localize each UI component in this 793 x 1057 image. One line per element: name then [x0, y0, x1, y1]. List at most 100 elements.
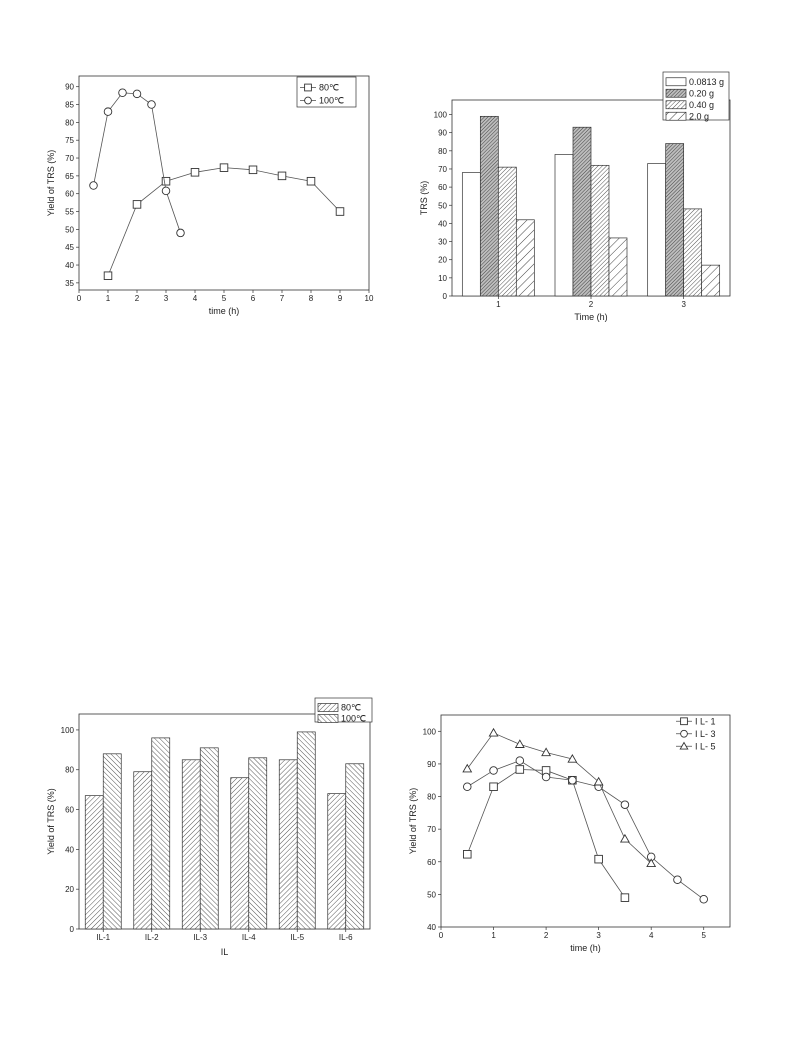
plot-frame: [78, 75, 370, 291]
data-point: [593, 776, 604, 786]
data-point: [620, 893, 630, 902]
y-tick-label: 50: [65, 225, 74, 234]
x-tick-label: IL-4: [242, 933, 256, 942]
x-tick-label: 1: [496, 300, 501, 309]
y-tick-label: 50: [427, 890, 436, 899]
x-tick-label: IL-5: [290, 933, 304, 942]
y-tick-label: 60: [65, 806, 74, 815]
bar: [102, 753, 122, 930]
y-tick-label: 80: [65, 766, 74, 775]
x-tick-label: 3: [681, 300, 686, 309]
y-tick-label: 100: [423, 727, 437, 736]
x-axis-label: time (h): [570, 943, 601, 953]
legend-marker: [679, 741, 689, 750]
bar: [133, 771, 153, 930]
legend-label: I L- 1: [695, 716, 716, 726]
x-tick-label: 0: [77, 294, 82, 303]
data-point: [306, 176, 316, 186]
legend-swatch: [665, 88, 687, 98]
bar: [647, 163, 667, 297]
data-point: [489, 766, 498, 775]
bar: [84, 795, 104, 930]
legend-marker: [680, 729, 688, 738]
legend-label: 0.20 g: [689, 88, 714, 98]
y-tick-label: 40: [427, 923, 436, 932]
legend-label: 2.0 g: [689, 111, 709, 121]
y-tick-label: 10: [438, 274, 447, 283]
bar: [590, 164, 610, 297]
chart-3: 0 20 40 60 80 100 Yield of TRS (%) IL-1 IL-2 IL-3…: [46, 697, 373, 957]
data-point: [89, 181, 98, 190]
x-tick-label: 1: [106, 294, 111, 303]
data-point: [463, 850, 472, 859]
data-point: [568, 775, 577, 785]
bar: [515, 219, 535, 297]
x-tick-label: IL-2: [145, 933, 159, 942]
y-tick-label: 35: [65, 279, 74, 288]
data-point: [619, 833, 630, 843]
bar: [278, 759, 298, 930]
y-tick-label: 20: [65, 885, 74, 894]
x-tick-label: 6: [251, 294, 256, 303]
bar: [554, 154, 574, 297]
legend-marker: [680, 717, 688, 726]
bar: [701, 264, 721, 297]
bar: [461, 172, 481, 297]
y-tick-label: 70: [438, 165, 447, 174]
bar: [683, 208, 703, 297]
x-tick-label: IL-6: [339, 933, 353, 942]
bar: [479, 115, 499, 297]
legend-label: 80℃: [341, 703, 361, 713]
y-tick-label: 0: [70, 925, 75, 934]
data-point: [673, 875, 682, 884]
y-tick-label: 20: [438, 256, 447, 265]
legend-swatch: [665, 77, 687, 87]
data-point: [515, 756, 525, 765]
data-point: [541, 747, 552, 757]
bar: [665, 143, 685, 297]
y-tick-label: 100: [61, 726, 75, 735]
data-point: [219, 163, 229, 172]
data-point: [489, 782, 498, 792]
data-point: [277, 171, 287, 181]
bar: [230, 777, 250, 930]
y-tick-label: 40: [65, 845, 74, 854]
x-tick-label: 4: [649, 931, 654, 940]
data-point: [132, 200, 142, 209]
series-line-3: [466, 732, 652, 864]
legend: 0.0813 g0.20 g 0.40 g2.0 g: [662, 71, 730, 121]
y-tick-label: 90: [65, 83, 74, 92]
legend-swatch: [665, 100, 687, 110]
x-axis-label: IL: [221, 947, 229, 957]
x-tick-label: 7: [280, 294, 285, 303]
legend-swatch: [317, 714, 339, 723]
bar: [572, 126, 592, 297]
data-point: [103, 271, 113, 280]
legend-label: 0.40 g: [689, 100, 714, 110]
data-point: [567, 753, 578, 763]
data-point: [161, 176, 171, 186]
legend-label: 0.0813 g: [689, 77, 724, 87]
bar: [327, 793, 347, 930]
data-point: [699, 895, 708, 904]
data-point: [335, 207, 345, 216]
data-point: [620, 800, 630, 809]
legend-label: 100℃: [319, 96, 344, 106]
bar: [608, 237, 628, 297]
data-point: [118, 88, 127, 98]
x-tick-label: 2: [544, 931, 549, 940]
y-tick-label: 70: [65, 154, 74, 163]
y-tick-label: 80: [65, 118, 74, 127]
x-tick-label: IL-1: [96, 933, 110, 942]
y-tick-label: 90: [427, 760, 436, 769]
y-tick-label: 55: [65, 208, 74, 217]
bar: [497, 166, 517, 297]
bar: [345, 763, 365, 930]
data-point: [594, 854, 603, 864]
legend-marker: [304, 83, 312, 92]
bar: [151, 737, 171, 930]
legend-marker: [304, 96, 312, 105]
